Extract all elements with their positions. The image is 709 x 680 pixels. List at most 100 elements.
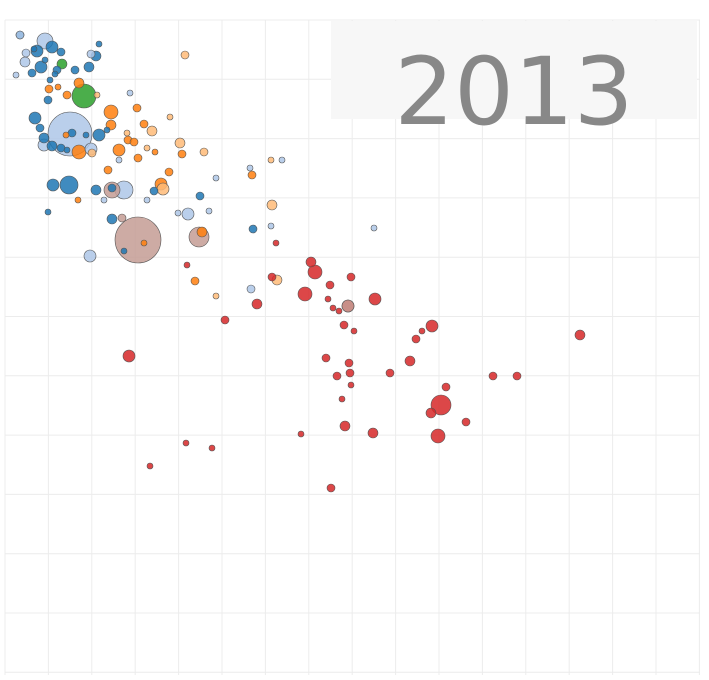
bubble-point[interactable] [425,319,439,333]
bubble-point[interactable] [332,371,342,381]
bubble-point[interactable] [461,417,471,427]
bubble-point[interactable] [90,184,102,196]
bubble-point[interactable] [62,90,72,100]
bubble-point[interactable] [246,284,256,294]
bubble-point[interactable] [56,47,66,57]
bubble-point[interactable] [278,156,286,164]
bubble-point[interactable] [83,61,95,73]
bubble-point[interactable] [326,483,336,493]
bubble-point[interactable] [133,153,143,163]
bubble-point[interactable] [212,174,220,182]
bubble-point[interactable] [71,144,87,160]
bubble-point[interactable] [103,165,113,175]
bubble-point[interactable] [196,226,208,238]
bubble-point[interactable] [321,353,331,363]
bubble-point[interactable] [87,148,97,158]
bubble-point[interactable] [247,170,257,180]
bubble-point[interactable] [100,196,108,204]
bubble-point[interactable] [418,327,426,335]
bubble-point[interactable] [132,103,142,113]
bubble-point[interactable] [95,40,103,48]
bubble-point[interactable] [404,355,416,367]
bubble-point[interactable] [368,292,382,306]
bubble-point[interactable] [367,427,379,439]
bubble-point[interactable] [120,247,128,255]
bubble-point[interactable] [54,83,62,91]
bubble-point[interactable] [350,327,358,335]
bubble-point[interactable] [45,40,59,54]
bubble-point[interactable] [123,129,131,137]
bubble-point[interactable] [385,368,395,378]
bubble-point[interactable] [46,76,54,84]
bubble-point[interactable] [324,295,332,303]
bubble-point[interactable] [83,249,97,263]
bubble-point[interactable] [205,207,213,215]
bubble-point[interactable] [339,420,351,432]
bubble-point[interactable] [46,178,60,192]
bubble-point[interactable] [106,213,118,225]
bubble-point[interactable] [190,276,200,286]
bubble-point[interactable] [344,358,354,368]
bubble-point[interactable] [174,137,186,149]
bubble-point[interactable] [329,304,337,312]
bubble-point[interactable] [12,71,20,79]
bubble-point[interactable] [512,371,522,381]
bubble-point[interactable] [305,256,317,268]
bubble-point[interactable] [341,299,355,313]
bubble-point[interactable] [430,394,452,416]
bubble-point[interactable] [199,147,209,157]
bubble-point[interactable] [266,199,278,211]
bubble-point[interactable] [62,131,70,139]
bubble-point[interactable] [92,128,106,142]
bubble-point[interactable] [43,95,53,105]
bubble-point[interactable] [212,292,220,300]
bubble-point[interactable] [156,182,170,196]
bubble-point[interactable] [246,164,254,172]
bubble-point[interactable] [297,286,313,302]
bubble-point[interactable] [126,89,134,97]
bubble-point[interactable] [103,104,119,120]
bubble-point[interactable] [267,156,275,164]
bubble-point[interactable] [35,123,45,133]
bubble-point[interactable] [44,84,54,94]
bubble-point[interactable] [38,132,50,144]
bubble-point[interactable] [425,407,437,419]
bubble-point[interactable] [107,183,117,193]
bubble-point[interactable] [115,156,123,164]
bubble-point[interactable] [345,368,355,378]
bubble-point[interactable] [325,280,335,290]
bubble-point[interactable] [174,209,182,217]
bubble-point[interactable] [30,45,38,53]
bubble-point[interactable] [73,77,85,89]
bubble-point[interactable] [139,119,149,129]
bubble-point[interactable] [114,216,162,264]
bubble-point[interactable] [183,261,191,269]
bubble-point[interactable] [181,207,195,221]
bubble-point[interactable] [267,272,277,282]
bubble-point[interactable] [140,239,148,247]
bubble-point[interactable] [338,395,346,403]
bubble-point[interactable] [146,125,158,137]
bubble-point[interactable] [166,113,174,121]
bubble-point[interactable] [370,224,378,232]
bubble-point[interactable] [82,131,90,139]
bubble-point[interactable] [59,175,79,195]
bubble-point[interactable] [251,298,263,310]
bubble-point[interactable] [56,58,68,70]
bubble-point[interactable] [195,191,205,201]
bubble-point[interactable] [103,126,111,134]
bubble-point[interactable] [220,315,230,325]
bubble-point[interactable] [143,196,151,204]
bubble-point[interactable] [27,68,37,78]
bubble-point[interactable] [151,148,159,156]
bubble-point[interactable] [339,320,349,330]
bubble-point[interactable] [28,111,42,125]
bubble-point[interactable] [74,196,82,204]
bubble-point[interactable] [93,91,101,99]
bubble-point[interactable] [143,144,151,152]
bubble-point[interactable] [71,83,97,109]
bubble-point[interactable] [177,149,187,159]
bubble-point[interactable] [117,213,127,223]
bubble-point[interactable] [411,334,421,344]
bubble-point[interactable] [51,70,59,78]
